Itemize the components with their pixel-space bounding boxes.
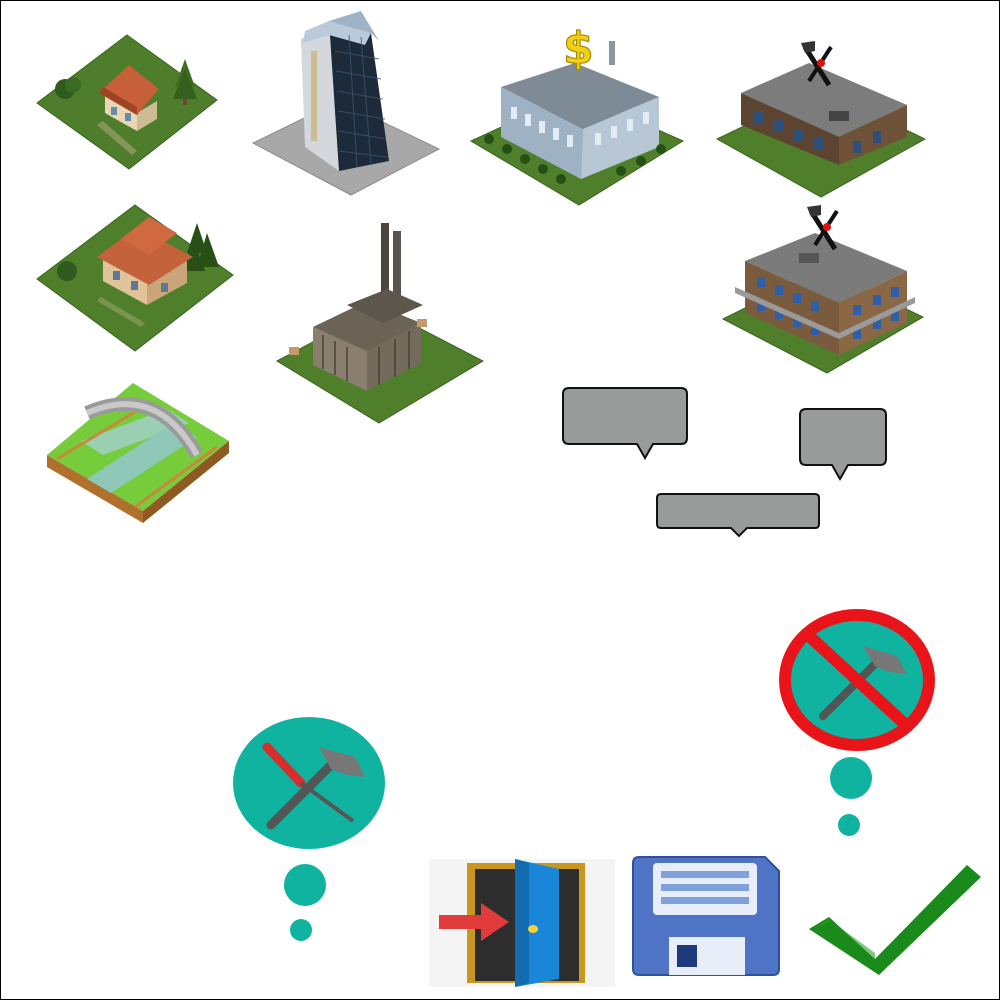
small-house-tile[interactable] — [36, 34, 219, 171]
build-button[interactable] — [231, 717, 391, 945]
bank-icon: $ — [469, 22, 685, 206]
exit-button[interactable] — [429, 859, 615, 987]
repair-tools-icon — [807, 205, 839, 251]
warehouse-tile[interactable] — [715, 41, 927, 198]
confirm-button[interactable] — [809, 859, 981, 975]
hammer-icon — [266, 747, 365, 830]
build-tools-icon — [233, 717, 385, 941]
speech-bubble-2 — [798, 407, 888, 482]
factory-tile[interactable] — [275, 223, 485, 425]
warehouse-icon — [715, 41, 927, 198]
no-build-button[interactable] — [779, 609, 939, 838]
bridge-icon — [47, 383, 229, 523]
factory-icon — [275, 223, 485, 424]
svg-text:$: $ — [563, 23, 594, 74]
checkmark-icon — [809, 865, 981, 975]
skyscraper-tile[interactable] — [251, 11, 441, 196]
speech-bubble-3 — [655, 492, 823, 538]
save-disk-icon — [632, 856, 780, 976]
large-house-icon — [36, 204, 234, 352]
bank-tile[interactable]: $ — [469, 19, 685, 206]
save-button[interactable] — [632, 856, 780, 977]
no-build-icon — [779, 609, 935, 836]
skyscraper-icon — [251, 11, 441, 196]
speech-bubble-1 — [561, 386, 689, 461]
office-warehouse-tile[interactable] — [721, 205, 925, 374]
repair-tools-icon — [801, 41, 833, 87]
exit-door-icon — [429, 859, 615, 987]
small-house-icon — [36, 34, 218, 170]
large-house-tile[interactable] — [36, 204, 234, 353]
office-warehouse-icon — [721, 205, 925, 374]
hammer-icon — [819, 646, 907, 720]
bridge-tile[interactable] — [47, 383, 231, 523]
